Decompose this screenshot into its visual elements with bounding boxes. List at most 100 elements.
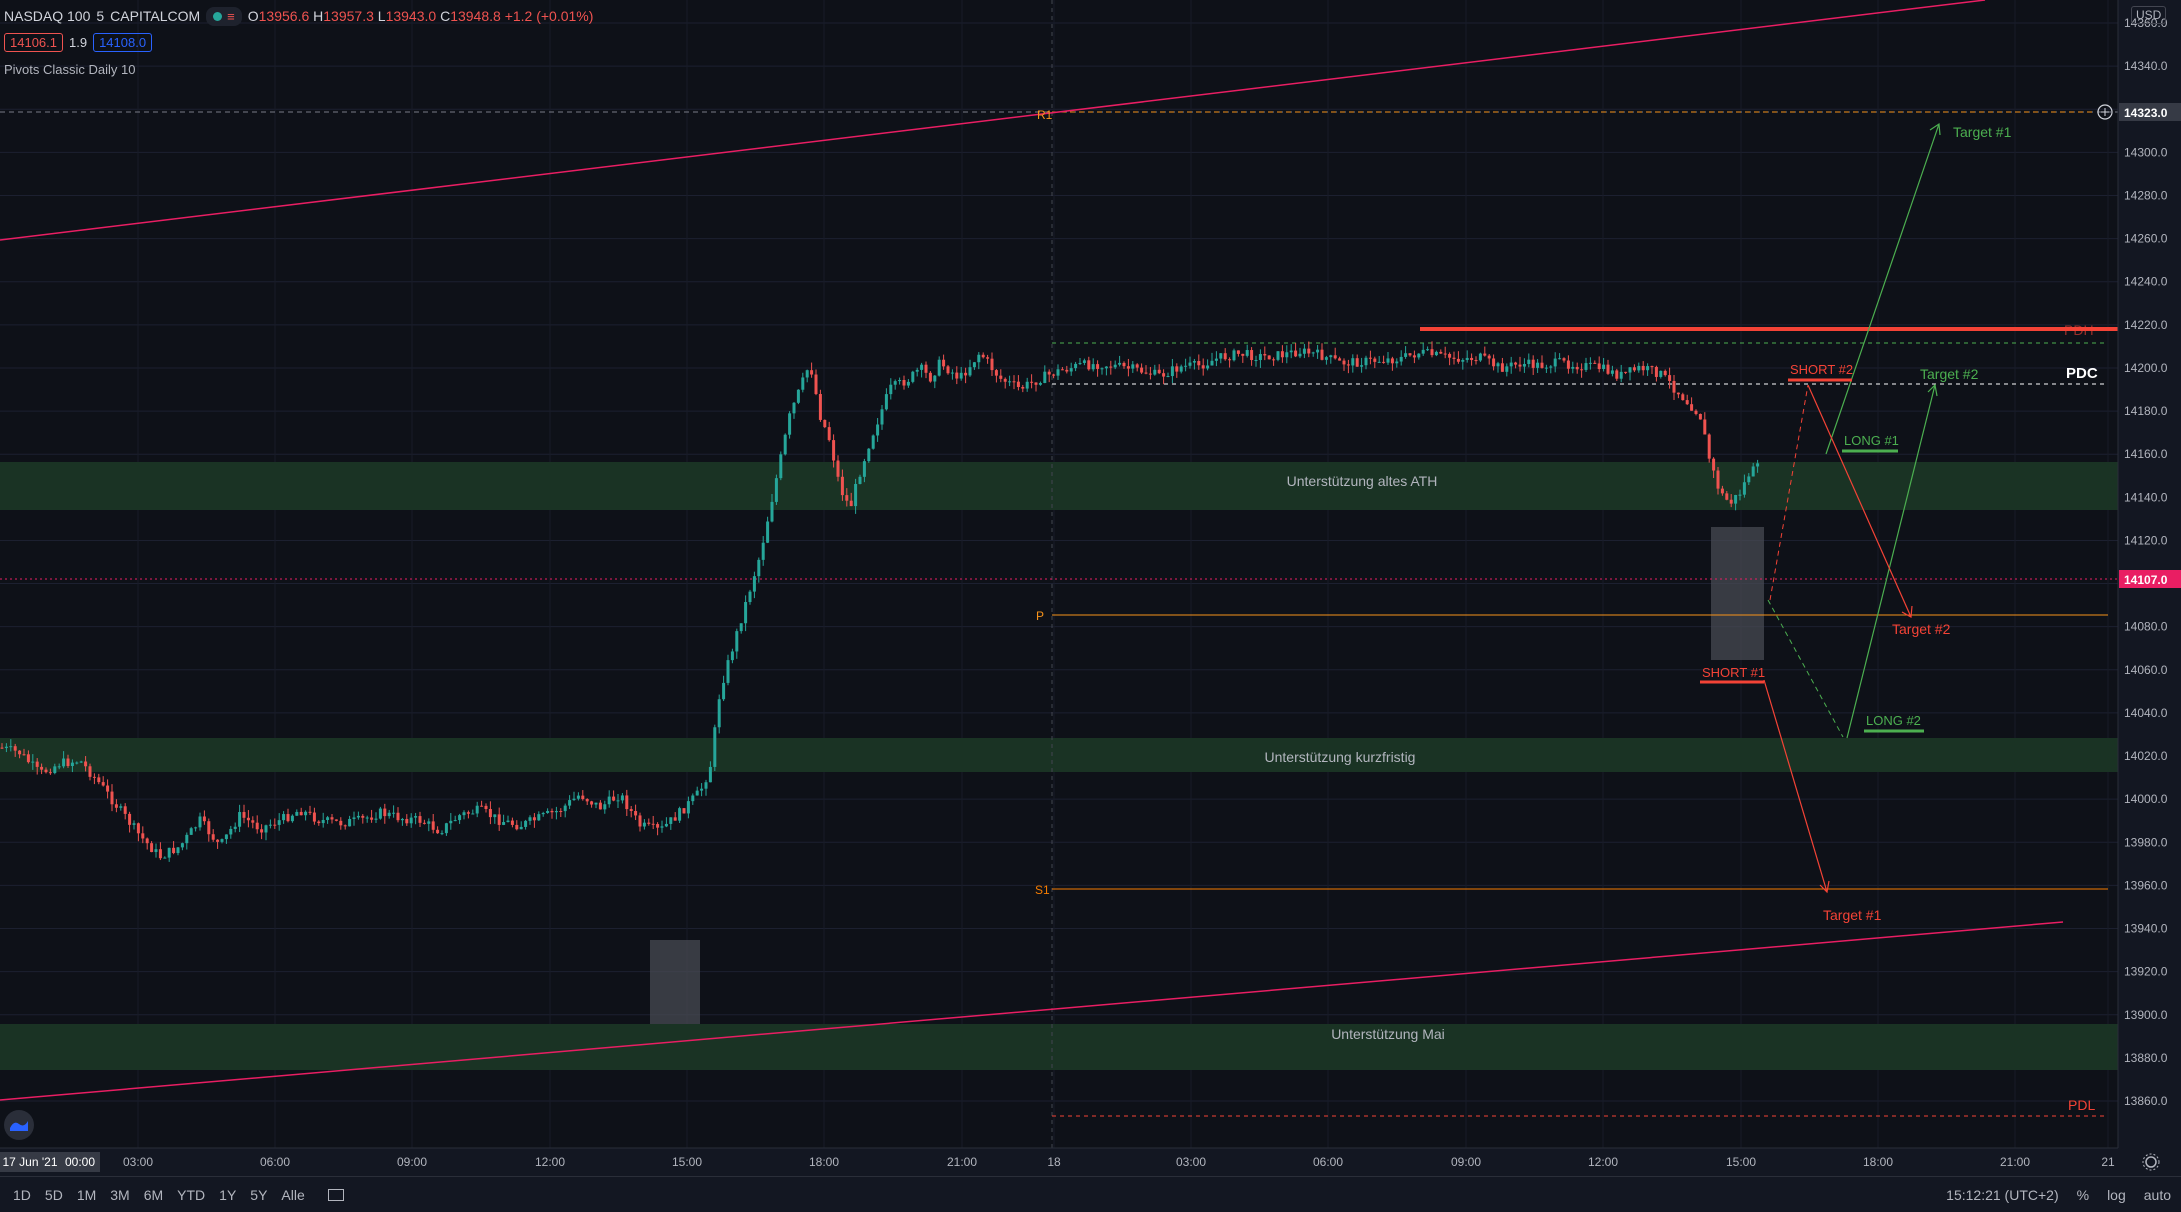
tradingview-logo-icon[interactable] (4, 1110, 34, 1140)
price-tick-5: 14260.0 (2124, 232, 2168, 246)
price-tick-8: 14200.0 (2124, 361, 2168, 375)
short1-label: SHORT #1 (1702, 665, 1765, 680)
pdl-label: PDL (2068, 1097, 2095, 1113)
price-tick-18: 14000.0 (2124, 792, 2168, 806)
range-1y[interactable]: 1Y (219, 1186, 237, 1203)
status-dot (213, 11, 223, 21)
price-tick-12: 14120.0 (2124, 533, 2168, 547)
price-tick-3: 14300.0 (2124, 145, 2168, 159)
compare-range-icon[interactable] (327, 1188, 344, 1201)
r1-label: R1 (1037, 108, 1053, 122)
ohlc-values: O13956.6 H13957.3 L13943.0 C13948.8 +1.2… (247, 8, 594, 24)
time-label-13: 12:00 (1588, 1155, 1618, 1169)
price-tick-11: 14140.0 (2124, 490, 2168, 504)
zone-may-label: Unterstützung Mai (1331, 1026, 1445, 1042)
price-tick-4: 14280.0 (2124, 188, 2168, 202)
time-label-15: 18:00 (1863, 1155, 1893, 1169)
price-tick-21: 13940.0 (2124, 922, 2168, 936)
time-axis[interactable] (0, 1148, 2181, 1176)
price-tick-17: 14020.0 (2124, 749, 2168, 763)
indicator-legend[interactable]: Pivots Classic Daily 10 (4, 62, 136, 77)
time-label-9: 18 (1047, 1155, 1061, 1169)
target-red-2-label: Target #2 (1892, 621, 1951, 637)
red-short-1-arrow (1763, 679, 1830, 894)
symbol-name[interactable]: NASDAQ 100 (4, 8, 91, 24)
equals-icon: ≡ (227, 8, 235, 24)
last-price-badge (2119, 570, 2181, 588)
lower-trendline (0, 921, 2064, 1101)
range-ytd[interactable]: YTD (177, 1186, 206, 1203)
price-tick-9: 14180.0 (2124, 404, 2168, 418)
crosshair-price: 14323.0 (2124, 106, 2168, 120)
crosshair-price-badge (2119, 103, 2181, 121)
upper-trendline (0, 0, 1986, 241)
price-tick-23: 13900.0 (2124, 1008, 2168, 1022)
long1-label: LONG #1 (1844, 433, 1899, 448)
time-label-7: 18:00 (809, 1155, 839, 1169)
add-alert-icon[interactable] (2097, 104, 2113, 120)
buy-button[interactable]: 14108.0 (93, 33, 153, 52)
clock-time[interactable]: 15:12:21 (UTC+2) (1946, 1186, 2059, 1203)
red-short-2-arrow (1769, 384, 1913, 618)
time-label-0: 17 Jun '21 (2, 1155, 57, 1169)
time-label-4: 09:00 (397, 1155, 427, 1169)
price-tick-25: 13860.0 (2124, 1094, 2168, 1108)
price-tick-20: 13960.0 (2124, 878, 2168, 892)
green-long-2-arrow (1767, 383, 1938, 739)
currency-badge[interactable]: USD (2131, 6, 2167, 24)
exchange: CAPITALCOM (110, 8, 201, 24)
time-label-10: 03:00 (1176, 1155, 1206, 1169)
time-label-5: 12:00 (535, 1155, 565, 1169)
spread-value: 1.9 (69, 35, 88, 50)
pdc-label: PDC (2066, 365, 2098, 382)
time-label-11: 06:00 (1313, 1155, 1343, 1169)
range-5y[interactable]: 5Y (250, 1186, 268, 1203)
s1-label: S1 (1035, 883, 1050, 897)
zone-short-term-label: Unterstützung kurzfristig (1265, 749, 1416, 765)
price-tick-24: 13880.0 (2124, 1051, 2168, 1065)
time-axis-labels: 17 Jun '21 00:00 03:00 06:00 09:00 12:00 15:00… (0, 1152, 2115, 1172)
time-label-8: 21:00 (947, 1155, 977, 1169)
log-toggle[interactable]: log (2107, 1186, 2126, 1203)
range-1m[interactable]: 1M (76, 1186, 97, 1203)
time-label-14: 15:00 (1726, 1155, 1756, 1169)
range-3m[interactable]: 3M (110, 1186, 130, 1203)
zone-ath-label: Unterstützung altes ATH (1287, 473, 1438, 489)
price-tick-22: 13920.0 (2124, 965, 2168, 979)
settings-icon[interactable] (2142, 1153, 2160, 1171)
time-label-2: 03:00 (123, 1155, 153, 1169)
long2-label: LONG #2 (1866, 713, 1921, 728)
percent-toggle[interactable]: % (2076, 1186, 2090, 1203)
time-label-17: 21 (2101, 1155, 2115, 1169)
status-indicators[interactable]: ≡ (206, 6, 242, 26)
range-6m[interactable]: 6M (143, 1186, 164, 1203)
consolidation-box-2 (1711, 527, 1764, 660)
price-tick-19: 13980.0 (2124, 835, 2168, 849)
green-long-1-arrow (1825, 122, 1941, 455)
auto-toggle[interactable]: auto (2143, 1186, 2171, 1203)
short2-label: SHORT #2 (1790, 362, 1853, 377)
interval[interactable]: 5 (96, 8, 105, 24)
indicator-name: Pivots (4, 62, 40, 77)
price-tick-6: 14240.0 (2124, 275, 2168, 289)
price-tick-14: 14080.0 (2124, 620, 2168, 634)
zone-may (0, 1024, 2118, 1070)
range-5d[interactable]: 5D (44, 1186, 63, 1203)
price-tick-15: 14060.0 (2124, 663, 2168, 677)
target-green-2-label: Target #2 (1920, 366, 1979, 382)
zone-ath (0, 462, 2118, 510)
price-tick-1: 14340.0 (2124, 59, 2168, 73)
target-red-1-label: Target #1 (1823, 907, 1882, 923)
time-label-3: 06:00 (260, 1155, 290, 1169)
price-chart[interactable]: Unterstützung altes ATH Unterstützung ku… (0, 0, 2181, 1176)
sell-button[interactable]: 14106.1 (4, 33, 63, 52)
symbol-header: NASDAQ 100 5 CAPITALCOM ≡ O13956.6 H1395… (4, 6, 593, 26)
pdh-label: PDH (2064, 322, 2094, 338)
range-1d[interactable]: 1D (13, 1186, 31, 1203)
last-price: 14107.0 (2124, 573, 2168, 587)
trade-panel: 14106.1 1.9 14108.0 (4, 33, 153, 52)
range-alle[interactable]: Alle (281, 1186, 305, 1203)
candlestick-series (0, 341, 1760, 862)
price-tick-10: 14160.0 (2124, 447, 2168, 461)
target-green-1-label: Target #1 (1953, 124, 2012, 140)
